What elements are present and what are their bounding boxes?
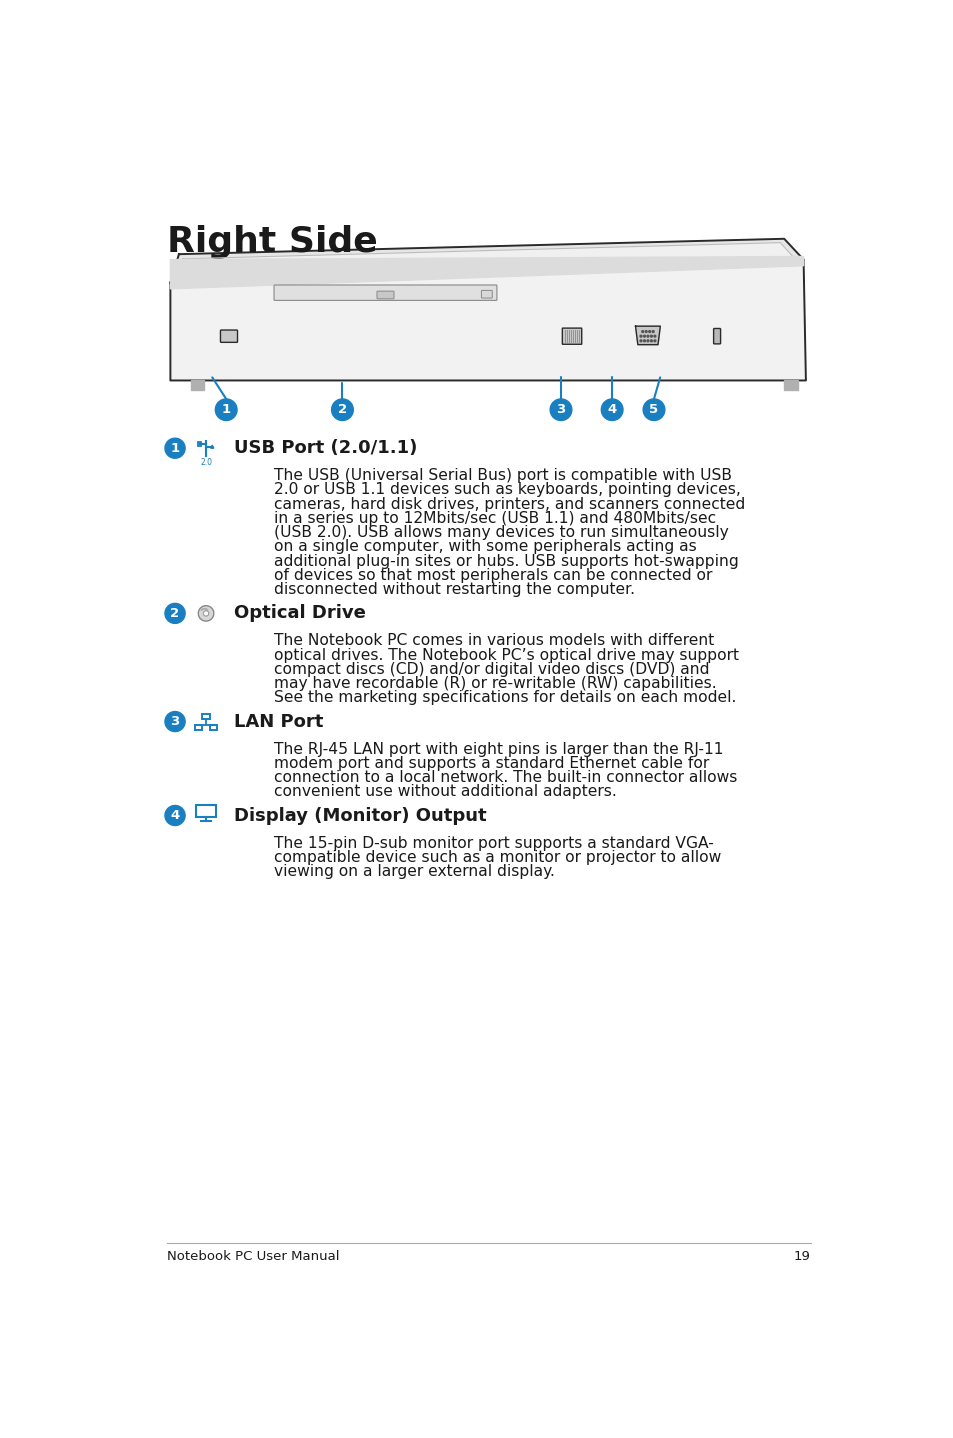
Circle shape — [650, 335, 652, 336]
Circle shape — [654, 339, 655, 342]
Text: convenient use without additional adapters.: convenient use without additional adapte… — [274, 784, 617, 800]
Text: 4: 4 — [607, 403, 617, 416]
Circle shape — [648, 331, 650, 332]
FancyBboxPatch shape — [713, 328, 720, 344]
Text: The Notebook PC comes in various models with different: The Notebook PC comes in various models … — [274, 633, 714, 649]
Text: connection to a local network. The built-in connector allows: connection to a local network. The built… — [274, 771, 737, 785]
Polygon shape — [171, 260, 805, 381]
Text: 3: 3 — [556, 403, 565, 416]
Text: 3: 3 — [171, 715, 179, 728]
Circle shape — [652, 331, 654, 332]
Text: viewing on a larger external display.: viewing on a larger external display. — [274, 864, 555, 879]
Text: 2: 2 — [171, 607, 179, 620]
Text: 2.0: 2.0 — [200, 459, 212, 467]
Text: 1: 1 — [221, 403, 231, 416]
Circle shape — [165, 805, 185, 825]
Text: Notebook PC User Manual: Notebook PC User Manual — [167, 1250, 339, 1263]
Circle shape — [644, 331, 646, 332]
Text: on a single computer, with some peripherals acting as: on a single computer, with some peripher… — [274, 539, 697, 555]
FancyBboxPatch shape — [481, 290, 492, 298]
Text: modem port and supports a standard Ethernet cable for: modem port and supports a standard Ether… — [274, 756, 709, 771]
Circle shape — [639, 335, 641, 336]
Text: optical drives. The Notebook PC’s optical drive may support: optical drives. The Notebook PC’s optica… — [274, 647, 739, 663]
Text: LAN Port: LAN Port — [233, 713, 323, 731]
Polygon shape — [635, 326, 659, 345]
Polygon shape — [174, 243, 799, 279]
Circle shape — [643, 339, 644, 342]
Text: may have recordable (R) or re-writable (RW) capabilities.: may have recordable (R) or re-writable (… — [274, 676, 716, 692]
Circle shape — [646, 339, 648, 342]
FancyBboxPatch shape — [376, 290, 394, 299]
Polygon shape — [211, 446, 213, 449]
Text: See the marketing specifications for details on each model.: See the marketing specifications for det… — [274, 690, 736, 706]
Polygon shape — [171, 239, 802, 283]
Text: Right Side: Right Side — [167, 224, 377, 259]
Text: compact discs (CD) and/or digital video discs (DVD) and: compact discs (CD) and/or digital video … — [274, 661, 709, 677]
Text: in a series up to 12Mbits/sec (USB 1.1) and 480Mbits/sec: in a series up to 12Mbits/sec (USB 1.1) … — [274, 510, 716, 526]
Text: cameras, hard disk drives, printers, and scanners connected: cameras, hard disk drives, printers, and… — [274, 496, 744, 512]
Text: 2.0 or USB 1.1 devices such as keyboards, pointing devices,: 2.0 or USB 1.1 devices such as keyboards… — [274, 483, 740, 498]
Circle shape — [165, 712, 185, 732]
FancyBboxPatch shape — [561, 328, 581, 344]
Text: Optical Drive: Optical Drive — [233, 604, 365, 623]
Text: (USB 2.0). USB allows many devices to run simultaneously: (USB 2.0). USB allows many devices to ru… — [274, 525, 728, 541]
Polygon shape — [783, 381, 798, 390]
Circle shape — [165, 439, 185, 459]
Circle shape — [639, 339, 641, 342]
Circle shape — [165, 604, 185, 624]
Text: The USB (Universal Serial Bus) port is compatible with USB: The USB (Universal Serial Bus) port is c… — [274, 469, 732, 483]
FancyBboxPatch shape — [274, 285, 497, 301]
FancyBboxPatch shape — [220, 331, 237, 342]
Polygon shape — [171, 256, 802, 289]
Polygon shape — [191, 381, 204, 390]
Circle shape — [203, 611, 209, 615]
Text: The RJ-45 LAN port with eight pins is larger than the RJ-11: The RJ-45 LAN port with eight pins is la… — [274, 742, 723, 756]
Circle shape — [650, 339, 652, 342]
Text: Display (Monitor) Output: Display (Monitor) Output — [233, 807, 486, 824]
Circle shape — [642, 398, 664, 420]
Text: additional plug-in sites or hubs. USB supports hot-swapping: additional plug-in sites or hubs. USB su… — [274, 554, 739, 568]
Text: 4: 4 — [171, 810, 179, 823]
Circle shape — [600, 398, 622, 420]
Circle shape — [646, 335, 648, 336]
Text: compatible device such as a monitor or projector to allow: compatible device such as a monitor or p… — [274, 850, 720, 864]
Circle shape — [550, 398, 571, 420]
Text: 19: 19 — [793, 1250, 810, 1263]
Wedge shape — [198, 605, 213, 621]
Text: 5: 5 — [649, 403, 658, 416]
Text: USB Port (2.0/1.1): USB Port (2.0/1.1) — [233, 439, 416, 457]
Circle shape — [332, 398, 353, 420]
Circle shape — [641, 331, 643, 332]
Circle shape — [643, 335, 644, 336]
Text: 1: 1 — [171, 441, 179, 454]
Text: The 15-pin D-sub monitor port supports a standard VGA-: The 15-pin D-sub monitor port supports a… — [274, 835, 714, 850]
Text: 2: 2 — [337, 403, 347, 416]
Circle shape — [654, 335, 655, 336]
Circle shape — [215, 398, 236, 420]
Text: of devices so that most peripherals can be connected or: of devices so that most peripherals can … — [274, 568, 712, 582]
Text: disconnected without restarting the computer.: disconnected without restarting the comp… — [274, 582, 635, 597]
